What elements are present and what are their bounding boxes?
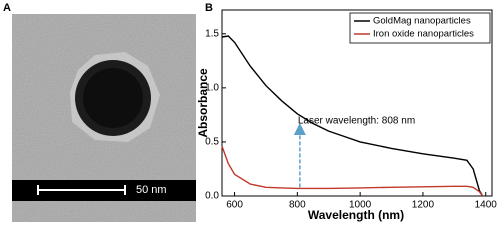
- x-tick-label: 1000: [349, 200, 372, 211]
- figure: A 50 nm B Wavelength (nm) Absorbance 600…: [3, 2, 498, 222]
- x-tick-label: 800: [289, 200, 306, 211]
- y-tick-label: 0.0: [205, 191, 219, 202]
- y-tick-label: 0.5: [205, 137, 219, 148]
- y-tick-label: 1.0: [205, 83, 219, 94]
- x-tick-label: 1200: [412, 200, 435, 211]
- annotation-text: Laser wavelength: 808 nm: [298, 116, 415, 127]
- plot-frame: [221, 9, 493, 197]
- scale-bar-label: 50 nm: [136, 184, 167, 196]
- legend-label: Iron oxide nanoparticles: [373, 29, 474, 40]
- legend-box: [349, 12, 491, 44]
- series-line: [221, 35, 484, 197]
- x-tick-label: 600: [226, 200, 243, 211]
- series-line: [221, 146, 484, 197]
- y-tick-label: 1.5: [205, 28, 219, 39]
- x-tick-label: 1400: [475, 200, 498, 211]
- micrograph: 50 nm: [12, 14, 196, 222]
- y-axis-title: Absorbance: [196, 68, 210, 138]
- legend-label: GoldMag nanoparticles: [373, 16, 471, 27]
- panel-label: A: [3, 2, 11, 14]
- x-axis-title: Wavelength (nm): [308, 208, 404, 222]
- panel-label: B: [205, 2, 213, 14]
